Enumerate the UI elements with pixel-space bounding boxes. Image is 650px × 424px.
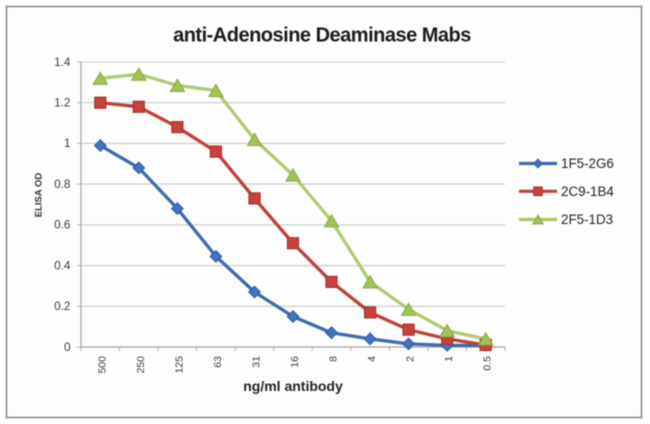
- svg-text:16: 16: [289, 356, 301, 368]
- svg-text:1: 1: [443, 356, 455, 362]
- svg-text:1.4: 1.4: [54, 55, 71, 69]
- svg-text:anti-Adenosine Deaminase Mabs: anti-Adenosine Deaminase Mabs: [173, 25, 471, 47]
- svg-text:ELISA OD: ELISA OD: [34, 173, 45, 218]
- svg-text:31: 31: [251, 356, 263, 368]
- svg-text:0.2: 0.2: [54, 299, 70, 313]
- svg-text:1: 1: [64, 136, 71, 150]
- svg-text:0.4: 0.4: [54, 258, 71, 272]
- svg-text:250: 250: [135, 356, 147, 374]
- svg-text:2C9-1B4: 2C9-1B4: [561, 184, 614, 199]
- svg-text:4: 4: [366, 356, 378, 362]
- svg-text:500: 500: [96, 356, 108, 374]
- svg-text:0.6: 0.6: [54, 218, 71, 232]
- svg-text:125: 125: [173, 356, 185, 374]
- svg-text:8: 8: [328, 356, 340, 362]
- svg-text:0.8: 0.8: [54, 177, 71, 191]
- svg-text:2F5-1D3: 2F5-1D3: [561, 212, 613, 227]
- svg-text:63: 63: [212, 356, 224, 368]
- svg-text:2: 2: [405, 356, 417, 362]
- svg-text:1.2: 1.2: [54, 96, 70, 110]
- svg-text:ng/ml antibody: ng/ml antibody: [243, 378, 343, 394]
- svg-text:0.5: 0.5: [482, 356, 494, 371]
- svg-text:1F5-2G6: 1F5-2G6: [561, 156, 614, 171]
- svg-text:0: 0: [64, 340, 71, 354]
